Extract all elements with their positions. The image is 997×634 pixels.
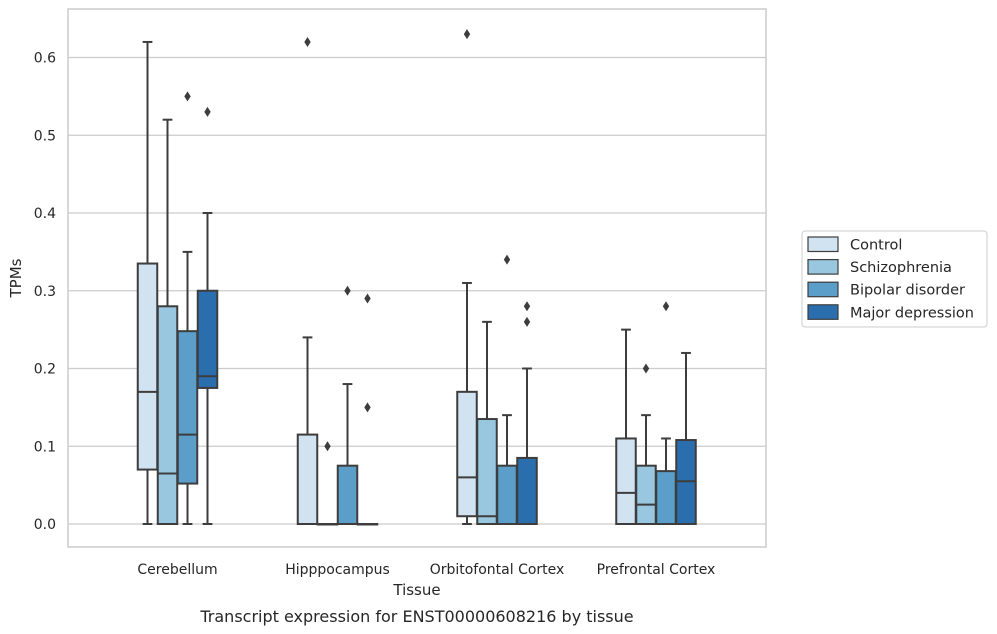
outlier-point	[324, 441, 331, 452]
x-tick-label: Orbitofontal Cortex	[430, 562, 565, 578]
x-tick-label: Hipppocampus	[285, 562, 390, 578]
box-major-depression	[196, 106, 219, 525]
legend-swatch	[807, 236, 839, 253]
x-axis-label: Tissue	[392, 581, 440, 599]
outlier-point	[184, 91, 191, 102]
y-tick-label: 0.2	[34, 362, 56, 378]
legend-label: Control	[850, 238, 902, 254]
outlier-point	[463, 29, 471, 40]
outlier-point	[304, 36, 311, 47]
outlier-point	[364, 402, 371, 413]
box-major-depression	[356, 293, 379, 526]
outlier-point	[204, 106, 211, 117]
legend-swatch	[807, 259, 839, 275]
outlier-point	[642, 363, 650, 374]
outlier-point	[523, 316, 531, 327]
legend-frame	[801, 230, 988, 328]
x-tick-label: Cerebellum	[137, 562, 217, 578]
legend-label: Schizophrenia	[850, 260, 952, 276]
y-tick-label: 0.4	[34, 206, 56, 222]
box-control	[136, 40, 159, 525]
box-major-depression	[675, 351, 697, 525]
y-tick-label: 0.6	[34, 51, 56, 67]
outlier-point	[344, 285, 351, 296]
legend-swatch	[807, 304, 839, 320]
y-axis-label: TPMs	[7, 258, 25, 298]
box-body	[336, 464, 359, 525]
outlier-point	[662, 301, 670, 312]
y-axis-ticks: 0.0 0.1 0.2 0.3 0.4 0.5 0.6	[34, 51, 56, 534]
box-body	[136, 262, 159, 471]
plot-frame	[67, 8, 767, 548]
outlier-point	[364, 293, 371, 304]
outlier-point	[523, 301, 531, 312]
y-tick-label: 0.5	[34, 128, 56, 144]
box-body	[196, 289, 219, 389]
legend-label: Bipolar disorder	[850, 283, 965, 299]
legend-label: Major depression	[850, 305, 974, 321]
box-body	[635, 464, 657, 525]
legend-swatch	[807, 281, 839, 298]
box-bipolar-disorder	[176, 91, 199, 525]
x-axis-ticks: Cerebellum Hipppocampus Orbitofontal Corte…	[137, 562, 715, 578]
chart-caption: Transcript expression for ENST0000060821…	[199, 607, 633, 626]
y-tick-label: 0.1	[34, 439, 56, 455]
box-schizophrenia	[316, 441, 339, 526]
box-body	[296, 433, 319, 525]
legend: Control Schizophrenia Bipolar disorder Majo…	[801, 230, 988, 328]
y-tick-label: 0.3	[34, 284, 56, 300]
box-body	[476, 418, 498, 526]
x-tick-label: Prefrontal Cortex	[597, 562, 716, 578]
box-schizophrenia	[156, 118, 179, 525]
box-body	[156, 305, 179, 525]
box-control	[296, 36, 319, 525]
box-body	[456, 390, 478, 518]
box-control	[615, 328, 637, 526]
box-body	[516, 456, 538, 526]
box-major-depression	[516, 301, 538, 526]
box-body	[655, 470, 677, 526]
box-bipolar-disorder	[336, 285, 359, 525]
box-body	[615, 437, 637, 526]
box-body	[496, 464, 518, 525]
box-control	[456, 29, 478, 525]
y-tick-label: 0.0	[34, 517, 56, 533]
outlier-point	[503, 254, 511, 265]
box-groups	[136, 29, 697, 526]
box-body	[176, 330, 199, 485]
